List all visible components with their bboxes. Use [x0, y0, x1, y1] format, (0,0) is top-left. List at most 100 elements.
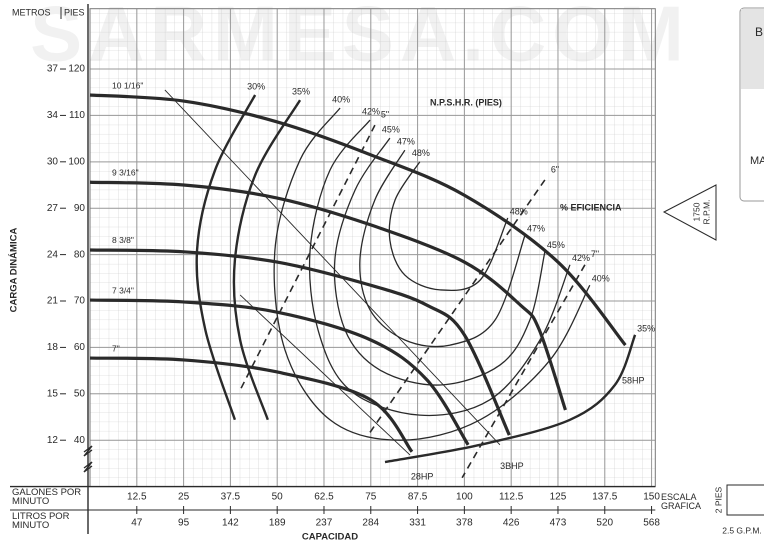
y-tick-label: 60: [74, 342, 86, 353]
y-tick-label: 50: [74, 388, 86, 399]
rpm-marker: [662, 184, 717, 241]
annotation: 1750: [691, 202, 701, 221]
efficiency-label: 40%: [592, 274, 610, 284]
efficiency-curve: [333, 137, 546, 386]
efficiency-label: 48%: [510, 206, 528, 216]
efficiency-label: 45%: [382, 125, 400, 135]
y-tick-label: 40: [74, 435, 86, 446]
x2-tick-label: 47: [131, 518, 143, 529]
y-tick-label: 90: [74, 203, 86, 214]
x-row-label: GALONES POR MINUTO: [12, 487, 82, 507]
scale-box: [726, 484, 764, 516]
impeller-label: 7": [112, 343, 120, 353]
efficiency-label: 47%: [527, 223, 545, 233]
y2-tick-label: 15: [47, 388, 59, 399]
y2-tick-label: 27: [47, 203, 59, 214]
x2-tick-label: 426: [503, 518, 520, 529]
x2-tick-label: 284: [362, 518, 379, 529]
x-tick-label: 25: [178, 492, 190, 503]
y2-tick-label: 37: [47, 64, 59, 75]
x-tick-label: 12.5: [127, 492, 147, 503]
x2-tick-label: 331: [409, 518, 426, 529]
y-unit: PIES: [64, 7, 85, 17]
y-tick-label: 100: [68, 156, 85, 167]
y2-tick-label: 34: [47, 110, 59, 121]
annotation: 58HP: [622, 375, 645, 385]
annotation: % EFICIENCIA: [560, 202, 622, 212]
y2-unit: METROS: [12, 7, 51, 17]
y2-tick-label: 21: [47, 296, 59, 307]
efficiency-curve: [308, 119, 571, 417]
annotation: ESCALA GRAFICA: [661, 492, 702, 511]
efficiency-label: 45%: [547, 240, 565, 250]
x-tick-label: 125: [550, 492, 567, 503]
x-tick-label: 50: [272, 492, 284, 503]
x-tick-label: 62.5: [314, 492, 334, 503]
efficiency-label: 48%: [412, 148, 430, 158]
efficiency-curve: [232, 99, 637, 464]
x-tick-label: 137.5: [592, 492, 617, 503]
efficiency-label: 35%: [637, 323, 655, 333]
x-tick-label: 100: [456, 492, 473, 503]
efficiency-label: 42%: [572, 253, 590, 263]
x-tick-label: 150: [643, 492, 660, 503]
y-axis-title: CARGA DINÁMICA: [9, 228, 20, 313]
impeller-curve: [89, 93, 627, 347]
impeller-curve: [89, 180, 567, 411]
efficiency-label: 40%: [332, 94, 350, 104]
annotation: N.P.S.H.R. (PIES): [430, 97, 502, 107]
efficiency-curve: [195, 94, 257, 421]
impeller-curve: [89, 248, 511, 436]
npshr-label: 5": [381, 110, 389, 120]
impeller-label: 8 3/8": [112, 235, 134, 245]
x2-tick-label: 473: [550, 518, 567, 529]
x2-row-label: LITROS POR MINUTO: [12, 511, 70, 531]
x-tick-label: 112.5: [499, 492, 524, 503]
annotation: 2 PIES: [713, 486, 723, 513]
annotation: R.P.M.: [701, 200, 711, 225]
x-tick-label: 37.5: [221, 492, 241, 503]
npshr-line: [461, 264, 586, 479]
npshr-label: 6": [551, 164, 559, 174]
efficiency-curve: [273, 107, 591, 441]
efficiency-label: 42%: [362, 106, 380, 116]
annotation: 2.5 G.P.M.: [722, 525, 762, 535]
efficiency-curve: [388, 161, 509, 292]
y-tick-label: 110: [69, 110, 85, 121]
x2-tick-label: 189: [269, 518, 286, 529]
efficiency-curve: [359, 149, 526, 348]
x2-tick-label: 520: [596, 518, 613, 529]
x2-tick-label: 378: [456, 518, 473, 529]
npshr-line: [367, 179, 546, 436]
npshr-label: 7": [591, 249, 599, 259]
y-tick-label: 80: [74, 249, 86, 260]
bhp-line: [164, 89, 501, 446]
bhp-label: 3BHP: [500, 461, 524, 471]
x-tick-label: 87.5: [408, 492, 428, 503]
x2-tick-label: 142: [222, 518, 239, 529]
x2-tick-label: 568: [643, 518, 660, 529]
efficiency-label: 30%: [247, 81, 265, 91]
y2-tick-label: 18: [47, 342, 59, 353]
impeller-label: 9 3/16": [112, 167, 139, 177]
y2-tick-label: 24: [47, 249, 59, 260]
y-tick-label: 120: [68, 64, 85, 75]
bhp-line: [239, 294, 411, 456]
side-panel-header: [741, 9, 764, 89]
impeller-label: 7 3/4": [112, 285, 134, 295]
x2-tick-label: 95: [178, 518, 190, 529]
impeller-label: 10 1/16": [112, 80, 143, 90]
y2-tick-label: 30: [47, 156, 59, 167]
annotation: MA: [750, 155, 764, 167]
axis-break: [83, 445, 93, 473]
y2-tick-label: 12: [47, 435, 59, 446]
efficiency-label: 35%: [292, 86, 310, 96]
minor-grid: [90, 8, 656, 487]
y-tick-label: 70: [74, 296, 86, 307]
annotation: B: [755, 25, 763, 39]
x2-tick-label: 237: [316, 518, 333, 529]
x-tick-label: 75: [365, 492, 377, 503]
x-axis-title: CAPACIDAD: [302, 532, 358, 543]
npshr-line: [239, 124, 376, 391]
